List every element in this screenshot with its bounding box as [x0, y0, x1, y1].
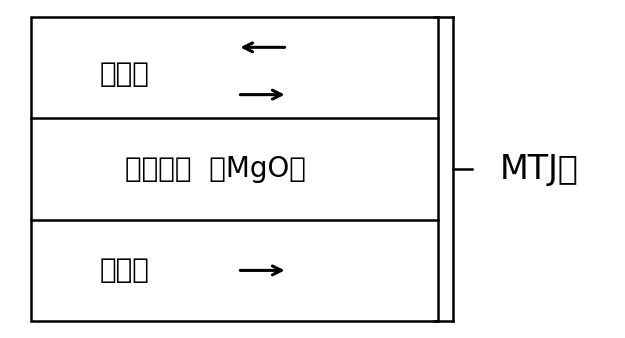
Text: 隧道栅层  （MgO）: 隧道栅层 （MgO）	[125, 155, 306, 183]
Text: MTJ结: MTJ结	[500, 152, 579, 186]
Text: 自由层: 自由层	[100, 61, 150, 88]
Text: 固定层: 固定层	[100, 257, 150, 284]
Bar	[31, 17, 437, 321]
